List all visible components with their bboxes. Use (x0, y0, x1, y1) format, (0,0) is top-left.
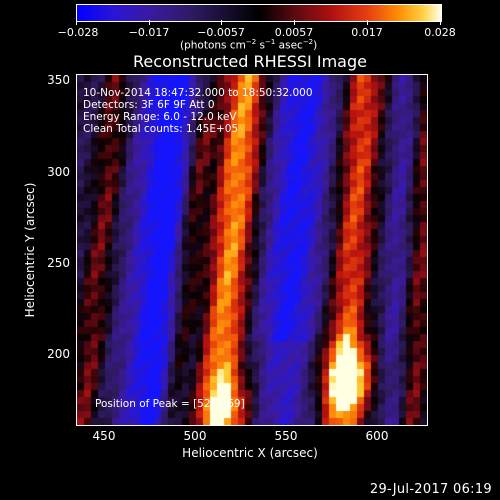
x-tick-label: 500 (183, 429, 207, 443)
y-tick-label: 250 (47, 256, 70, 270)
detectors-label: Detectors: 3F 6F 9F Att 0 (83, 99, 215, 111)
x-axis-label: Heliocentric X (arcsec) (182, 446, 318, 460)
colorbar-tick-label: 0.017 (351, 26, 383, 39)
time-range-label: 10-Nov-2014 18:47:32.000 to 18:50:32.000 (83, 87, 313, 99)
colorbar-tick-label: −0.0057 (197, 26, 245, 39)
colorbar-tick (367, 20, 368, 25)
y-tick-label: 200 (47, 347, 70, 361)
x-tick-label: 550 (274, 429, 298, 443)
clean-counts-label: Clean Total counts: 1.45E+05 (83, 123, 239, 135)
y-tick-label: 300 (47, 165, 70, 179)
colorbar-tick-label: −0.017 (128, 26, 170, 39)
colorbar-tick (76, 20, 77, 25)
image-title: Reconstructed RHESSI Image (133, 52, 367, 71)
peak-position-label: Position of Peak = [525,169] (95, 398, 245, 410)
colorbar-tick (149, 20, 150, 25)
x-tick-label: 450 (92, 429, 116, 443)
colorbar-tick-label: 0.028 (424, 26, 456, 39)
colorbar-tick (294, 20, 295, 25)
colorbar (76, 4, 442, 22)
colorbar-tick (221, 20, 222, 25)
colorbar-tick-label: −0.028 (57, 26, 99, 39)
colorbar-units: (photons cm−2 s−1 asec−2) (180, 38, 318, 52)
heatmap-canvas (77, 75, 427, 425)
energy-range-label: Energy Range: 6.0 - 12.0 keV (83, 111, 237, 123)
y-axis-label: Heliocentric Y (arcsec) (23, 182, 37, 318)
rhessi-image: 10-Nov-2014 18:47:32.000 to 18:50:32.000… (76, 74, 428, 426)
colorbar-tick (440, 20, 441, 25)
timestamp-footer: 29-Jul-2017 06:19 (369, 482, 492, 497)
y-tick-label: 350 (47, 73, 70, 87)
colorbar-tick-label: 0.0057 (274, 26, 314, 39)
x-tick-label: 600 (365, 429, 389, 443)
